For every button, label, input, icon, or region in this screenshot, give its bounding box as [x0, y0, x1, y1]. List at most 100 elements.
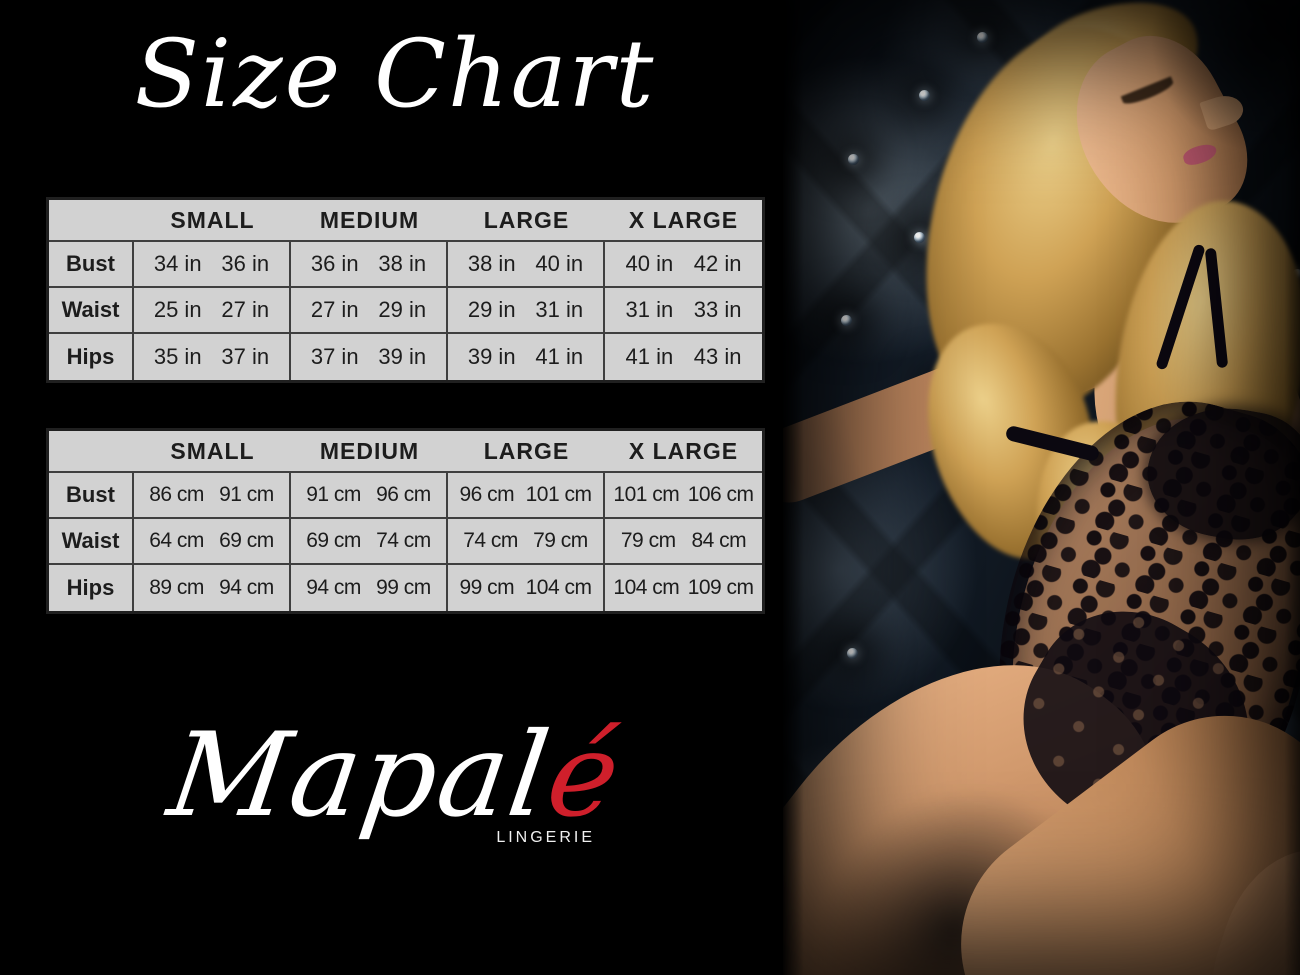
measurement-label: Waist	[49, 519, 134, 563]
size-value: 29 in	[467, 297, 516, 322]
size-range-cell: 29 in 31 in	[448, 288, 605, 332]
size-range-cell: 40 in 42 in	[605, 242, 762, 286]
size-value: 99 cm	[376, 576, 431, 599]
size-value: 74 cm	[463, 529, 518, 552]
size-value: 69 cm	[219, 529, 274, 552]
measurement-label: Waist	[49, 288, 134, 332]
size-value: 74 cm	[376, 529, 431, 552]
measurement-row: Hips 35 in 37 in 37 in 39 in 39 in 41 in 41 in 4…	[49, 334, 762, 380]
size-value: 109 cm	[687, 576, 754, 599]
size-value: 41 in	[625, 344, 674, 369]
size-column-header: MEDIUM	[319, 206, 420, 233]
size-range-cell: 91 cm 96 cm	[291, 473, 448, 517]
size-column-header: SMALL	[170, 206, 255, 233]
model-photo	[783, 0, 1300, 975]
table-corner-cell	[49, 200, 134, 240]
measurement-label: Hips	[49, 334, 134, 380]
size-range-cell: 89 cm 94 cm	[134, 565, 291, 611]
measurement-row: Hips 89 cm 94 cm 94 cm 99 cm 99 cm 104 cm 104 c…	[49, 565, 762, 611]
brand-tagline: LINGERIE	[496, 828, 595, 846]
size-value: 96 cm	[376, 483, 431, 506]
size-value: 94 cm	[219, 576, 274, 599]
size-column-header: X LARGE	[628, 437, 739, 464]
size-range-cell: 27 in 29 in	[291, 288, 448, 332]
size-range-cell: 101 cm 106 cm	[605, 473, 762, 517]
measurement-row: Bust 86 cm 91 cm 91 cm 96 cm 96 cm 101 cm 101 c…	[49, 473, 762, 519]
size-value: 79 cm	[533, 529, 588, 552]
size-range-cell: 86 cm 91 cm	[134, 473, 291, 517]
size-range-cell: 79 cm 84 cm	[605, 519, 762, 563]
size-table-inches: SMALL MEDIUM LARGE X LARGE Bust 34 in 36 in 36 …	[46, 197, 765, 383]
size-value: 79 cm	[620, 529, 676, 552]
size-range-cell: 35 in 37 in	[134, 334, 291, 380]
size-range-cell: 25 in 27 in	[134, 288, 291, 332]
size-value: 35 in	[153, 344, 202, 369]
size-value: 36 in	[310, 251, 359, 276]
size-value: 37 in	[221, 344, 270, 369]
measurement-label: Bust	[49, 473, 134, 517]
size-range-cell: 69 cm 74 cm	[291, 519, 448, 563]
brand-wordmark-main: Mapal	[161, 708, 559, 843]
measurement-label: Hips	[49, 565, 134, 611]
size-value: 86 cm	[149, 483, 204, 506]
size-value: 91 cm	[306, 483, 361, 506]
size-range-cell: 94 cm 99 cm	[291, 565, 448, 611]
size-value: 29 in	[378, 297, 427, 322]
size-value: 38 in	[467, 251, 516, 276]
brand-logo: Mapalé LINGERIE	[45, 708, 745, 847]
size-range-cell: 38 in 40 in	[448, 242, 605, 286]
measurement-row: Bust 34 in 36 in 36 in 38 in 38 in 40 in 40 in 4…	[49, 242, 762, 288]
size-value: 89 cm	[149, 576, 204, 599]
size-value: 40 in	[625, 251, 674, 276]
size-value: 38 in	[378, 251, 427, 276]
size-range-cell: 31 in 33 in	[605, 288, 762, 332]
size-table-header-row: SMALL MEDIUM LARGE X LARGE	[49, 200, 762, 242]
size-value: 96 cm	[459, 483, 515, 506]
size-value: 84 cm	[691, 529, 747, 552]
size-value: 27 in	[310, 297, 359, 322]
size-range-cell: 39 in 41 in	[448, 334, 605, 380]
size-value: 106 cm	[687, 483, 754, 506]
size-value: 40 in	[535, 251, 584, 276]
size-table-header-row: SMALL MEDIUM LARGE X LARGE	[49, 431, 762, 473]
size-range-cell: 74 cm 79 cm	[448, 519, 605, 563]
size-value: 31 in	[625, 297, 674, 322]
size-value: 99 cm	[459, 576, 515, 599]
size-value: 41 in	[535, 344, 584, 369]
size-column-header: LARGE	[483, 437, 570, 464]
size-value: 104 cm	[525, 576, 592, 599]
photo-vignette	[783, 0, 1300, 975]
size-value: 33 in	[693, 297, 742, 322]
size-value: 69 cm	[306, 529, 361, 552]
size-value: 91 cm	[219, 483, 274, 506]
size-value: 31 in	[535, 297, 584, 322]
size-value: 39 in	[378, 344, 427, 369]
measurement-row: Waist 25 in 27 in 27 in 29 in 29 in 31 in 31 in…	[49, 288, 762, 334]
page-title: Size Chart	[134, 20, 656, 129]
size-range-cell: 41 in 43 in	[605, 334, 762, 380]
size-range-cell: 64 cm 69 cm	[134, 519, 291, 563]
brand-wordmark: Mapalé	[35, 708, 754, 845]
size-range-cell: 36 in 38 in	[291, 242, 448, 286]
size-value: 37 in	[310, 344, 359, 369]
measurement-label: Bust	[49, 242, 134, 286]
measurement-row: Waist 64 cm 69 cm 69 cm 74 cm 74 cm 79 cm 79 cm…	[49, 519, 762, 565]
size-column-header: SMALL	[170, 437, 255, 464]
size-value: 64 cm	[149, 529, 204, 552]
size-value: 104 cm	[613, 576, 680, 599]
table-corner-cell	[49, 431, 134, 471]
size-value: 39 in	[467, 344, 516, 369]
size-range-cell: 99 cm 104 cm	[448, 565, 605, 611]
size-value: 36 in	[221, 251, 270, 276]
size-value: 27 in	[221, 297, 270, 322]
size-column-header: LARGE	[483, 206, 570, 233]
size-value: 25 in	[153, 297, 202, 322]
size-column-header: X LARGE	[628, 206, 739, 233]
size-value: 43 in	[693, 344, 742, 369]
size-value: 94 cm	[306, 576, 361, 599]
size-value: 42 in	[693, 251, 742, 276]
size-value: 101 cm	[525, 483, 592, 506]
size-range-cell: 34 in 36 in	[134, 242, 291, 286]
size-value: 101 cm	[613, 483, 680, 506]
